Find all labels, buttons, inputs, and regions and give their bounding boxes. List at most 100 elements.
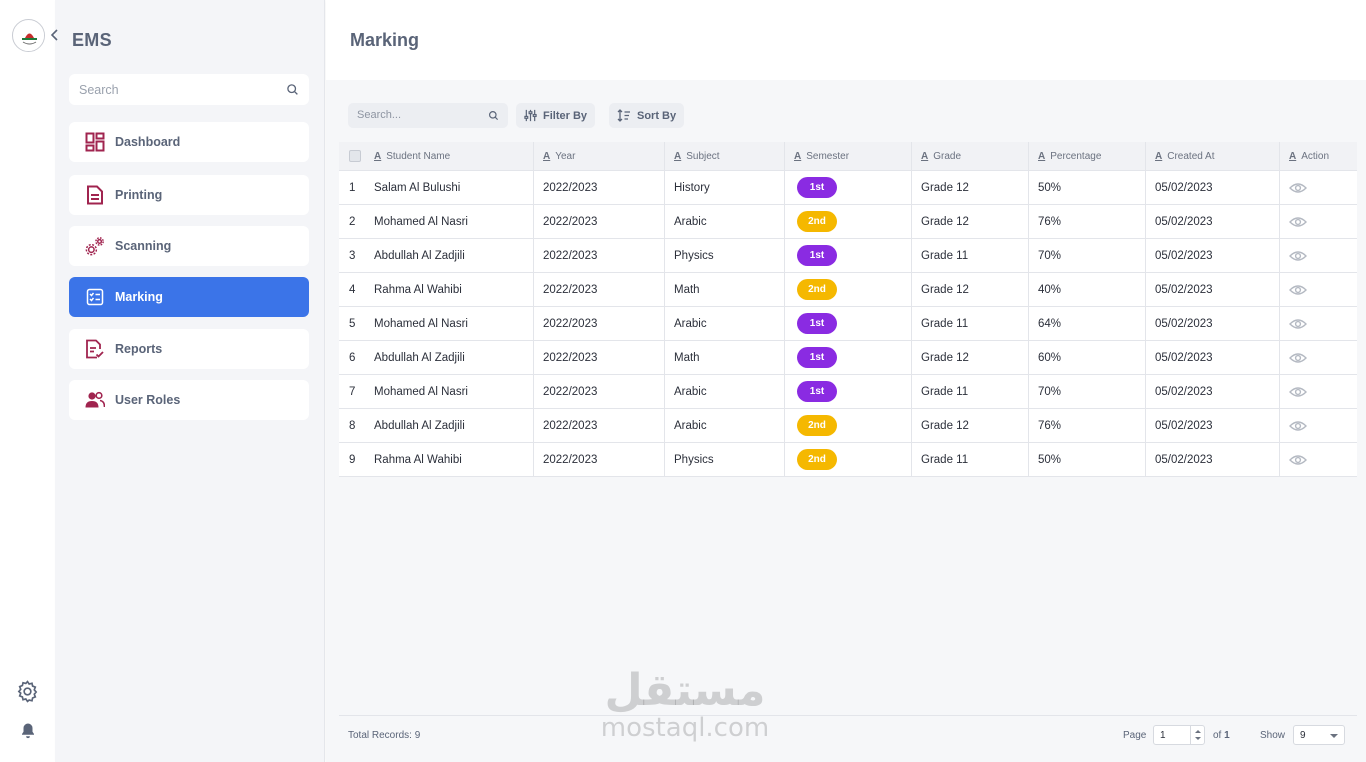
view-eye-icon[interactable] bbox=[1289, 284, 1307, 296]
percentage-cell-text: 70% bbox=[1038, 385, 1062, 398]
column-header-action[interactable]: A Action bbox=[1279, 142, 1357, 170]
grade-cell: Grade 12 bbox=[911, 205, 1028, 238]
view-eye-icon[interactable] bbox=[1289, 420, 1307, 432]
table-row[interactable]: 9 Rahma Al Wahibi 2022/2023 Physics 2nd Grade… bbox=[339, 443, 1357, 477]
row-number-text: 8 bbox=[349, 419, 356, 432]
sort-by-button[interactable]: Sort By bbox=[609, 103, 685, 128]
table-row[interactable]: 7 Mohamed Al Nasri 2022/2023 Arabic 1st Grade… bbox=[339, 375, 1357, 409]
view-eye-icon[interactable] bbox=[1289, 386, 1307, 398]
row-number: 6 bbox=[339, 341, 365, 374]
table-row[interactable]: 5 Mohamed Al Nasri 2022/2023 Arabic 1st Grade… bbox=[339, 307, 1357, 341]
bell-icon[interactable] bbox=[19, 722, 37, 740]
sidebar-item-reports[interactable]: Reports bbox=[69, 329, 309, 369]
semester-cell: 1st bbox=[784, 171, 911, 204]
page-label: Page bbox=[1123, 730, 1147, 741]
grade-cell: Grade 12 bbox=[911, 273, 1028, 306]
subject-cell: Math bbox=[664, 341, 784, 374]
table-row[interactable]: 2 Mohamed Al Nasri 2022/2023 Arabic 2nd Grade… bbox=[339, 205, 1357, 239]
logo[interactable] bbox=[12, 19, 45, 52]
percentage-cell-text: 50% bbox=[1038, 181, 1062, 194]
select-all-checkbox[interactable] bbox=[349, 150, 361, 162]
text-type-icon: A bbox=[921, 150, 929, 162]
page-number-stepper[interactable]: 1 bbox=[1153, 725, 1205, 745]
show-label: Show bbox=[1260, 730, 1286, 741]
view-eye-icon[interactable] bbox=[1289, 454, 1307, 466]
table-search-input[interactable]: Search... bbox=[348, 103, 508, 128]
percentage-cell: 76% bbox=[1028, 205, 1145, 238]
grade-cell: Grade 11 bbox=[911, 307, 1028, 340]
page-stepper-arrows[interactable] bbox=[1190, 726, 1204, 744]
student-name-cell: Abdullah Al Zadjili bbox=[365, 239, 533, 272]
table-row[interactable]: 3 Abdullah Al Zadjili 2022/2023 Physics 1st G… bbox=[339, 239, 1357, 273]
created-at-cell-text: 05/02/2023 bbox=[1155, 283, 1213, 296]
grade-cell-text: Grade 12 bbox=[921, 351, 969, 364]
sidebar-item-scanning[interactable]: Scanning bbox=[69, 226, 309, 266]
table-row[interactable]: 1 Salam Al Bulushi 2022/2023 History 1st Grad… bbox=[339, 171, 1357, 205]
sidebar-item-user-roles[interactable]: User Roles bbox=[69, 380, 309, 420]
student-name-cell: Salam Al Bulushi bbox=[365, 171, 533, 204]
table-row[interactable]: 8 Abdullah Al Zadjili 2022/2023 Arabic 2nd Gr… bbox=[339, 409, 1357, 443]
row-number: 8 bbox=[339, 409, 365, 442]
column-header-semester[interactable]: A Semester bbox=[784, 142, 911, 170]
semester-cell: 1st bbox=[784, 375, 911, 408]
column-header-created-at[interactable]: A Created At bbox=[1145, 142, 1279, 170]
percentage-cell-text: 60% bbox=[1038, 351, 1062, 364]
view-eye-icon[interactable] bbox=[1289, 182, 1307, 194]
semester-cell: 2nd bbox=[784, 409, 911, 442]
view-eye-icon[interactable] bbox=[1289, 216, 1307, 228]
row-number-text: 3 bbox=[349, 249, 356, 262]
page-size-select[interactable]: 9 bbox=[1293, 725, 1345, 745]
grade-cell-text: Grade 12 bbox=[921, 181, 969, 194]
column-header-percentage[interactable]: A Percentage bbox=[1028, 142, 1145, 170]
text-type-icon: A bbox=[794, 150, 802, 162]
subject-cell-text: Physics bbox=[674, 249, 714, 262]
settings-gear-icon[interactable] bbox=[15, 679, 40, 704]
sidebar-item-label: Dashboard bbox=[115, 135, 181, 149]
column-header-grade[interactable]: A Grade bbox=[911, 142, 1028, 170]
column-header-subject[interactable]: A Subject bbox=[664, 142, 784, 170]
semester-badge: 1st bbox=[797, 177, 837, 198]
page-title: Marking bbox=[350, 30, 420, 50]
view-eye-icon[interactable] bbox=[1289, 352, 1307, 364]
text-type-icon: A bbox=[1155, 150, 1163, 162]
subject-cell: Physics bbox=[664, 239, 784, 272]
sidebar-item-label: Printing bbox=[115, 188, 163, 202]
sidebar-search-input[interactable]: Search bbox=[69, 74, 309, 105]
year-cell: 2022/2023 bbox=[533, 273, 664, 306]
semester-cell: 2nd bbox=[784, 205, 911, 238]
view-eye-icon[interactable] bbox=[1289, 318, 1307, 330]
view-eye-icon[interactable] bbox=[1289, 250, 1307, 262]
created-at-cell-text: 05/02/2023 bbox=[1155, 317, 1213, 330]
year-cell-text: 2022/2023 bbox=[543, 215, 598, 228]
grade-cell: Grade 12 bbox=[911, 171, 1028, 204]
table-header-row: A Student Name A Year A Subject A Semester A… bbox=[339, 142, 1357, 171]
sidebar-item-dashboard[interactable]: Dashboard bbox=[69, 122, 309, 162]
filter-sliders-icon bbox=[524, 109, 537, 122]
table-row[interactable]: 6 Abdullah Al Zadjili 2022/2023 Math 1st Grad… bbox=[339, 341, 1357, 375]
subject-cell-text: History bbox=[674, 181, 710, 194]
sidebar-item-printing[interactable]: Printing bbox=[69, 175, 309, 215]
row-number: 3 bbox=[339, 239, 365, 272]
app-brand: EMS bbox=[72, 30, 112, 50]
filter-by-button[interactable]: Filter By bbox=[516, 103, 596, 128]
row-number-text: 2 bbox=[349, 215, 356, 228]
table-row[interactable]: 4 Rahma Al Wahibi 2022/2023 Math 2nd Grade 12… bbox=[339, 273, 1357, 307]
year-cell: 2022/2023 bbox=[533, 205, 664, 238]
search-icon bbox=[287, 84, 298, 95]
sort-by-label: Sort By bbox=[637, 109, 677, 122]
document-icon bbox=[85, 185, 105, 205]
collapse-chevron-icon[interactable] bbox=[50, 28, 60, 41]
search-icon bbox=[489, 111, 499, 121]
subject-cell-text: Arabic bbox=[674, 385, 707, 398]
sidebar-item-marking[interactable]: Marking bbox=[69, 277, 309, 317]
action-cell bbox=[1279, 171, 1357, 204]
checklist-icon bbox=[85, 287, 105, 307]
text-type-icon: A bbox=[674, 150, 682, 162]
column-header-student-name[interactable]: A Student Name bbox=[374, 150, 451, 162]
created-at-cell: 05/02/2023 bbox=[1145, 307, 1279, 340]
student-name-cell: Rahma Al Wahibi bbox=[365, 273, 533, 306]
row-number-text: 7 bbox=[349, 385, 356, 398]
text-type-icon: A bbox=[374, 150, 382, 162]
column-header-year[interactable]: A Year bbox=[533, 142, 664, 170]
percentage-cell: 70% bbox=[1028, 375, 1145, 408]
